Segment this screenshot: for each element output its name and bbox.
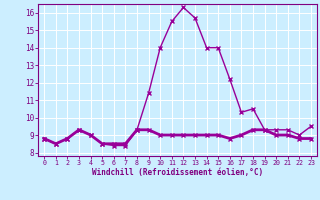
X-axis label: Windchill (Refroidissement éolien,°C): Windchill (Refroidissement éolien,°C) bbox=[92, 168, 263, 177]
